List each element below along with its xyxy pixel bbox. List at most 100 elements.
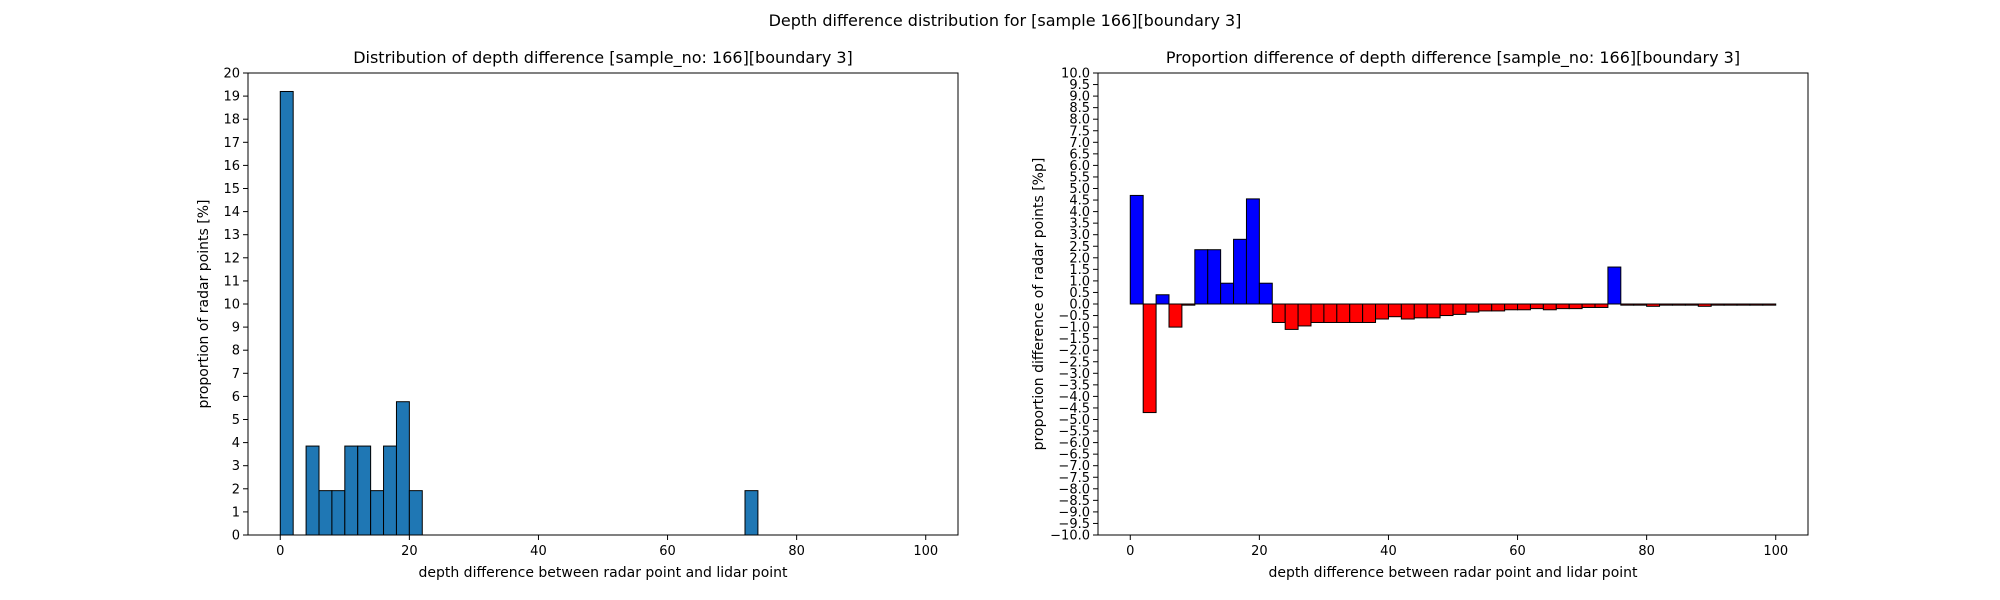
y-tick-label: −9.5 [1058, 517, 1090, 532]
y-tick-label: 1 [232, 505, 240, 520]
bar [357, 445, 372, 536]
y-tick-label: −6.0 [1058, 436, 1090, 451]
bar [395, 401, 410, 536]
y-tick-label: −10.0 [1050, 529, 1090, 544]
y-tick-label: −5.5 [1058, 425, 1090, 440]
bar [1517, 303, 1531, 311]
y-tick-label: −2.0 [1058, 344, 1090, 359]
bar [1762, 303, 1777, 306]
x-axis-label: depth difference between radar point and… [1268, 565, 1638, 581]
y-tick-label: −6.5 [1058, 448, 1090, 463]
bar [1465, 303, 1480, 313]
y-tick-label: −5.0 [1058, 413, 1090, 428]
y-tick-label: 4.0 [1069, 205, 1090, 220]
y-tick-label: 9 [232, 321, 240, 336]
bar [1633, 303, 1648, 306]
bar [1168, 303, 1183, 328]
y-tick-label: 11 [223, 274, 240, 289]
bar [1233, 238, 1247, 305]
y-tick-label: −1.0 [1058, 321, 1090, 336]
y-tick-label: −8.5 [1058, 494, 1090, 509]
y-tick-label: 0.5 [1069, 286, 1090, 301]
bar [1607, 266, 1622, 305]
y-tick-label: 6 [232, 390, 240, 405]
y-tick-label: 2 [232, 482, 240, 497]
y-tick-label: 2.5 [1069, 240, 1090, 255]
bar [1387, 303, 1402, 318]
x-tick-label: 0 [1126, 544, 1134, 559]
y-tick-label: 15 [223, 182, 240, 197]
x-tick-label: 40 [1380, 544, 1397, 559]
bar [1245, 198, 1260, 305]
y-tick-label: −4.0 [1058, 390, 1090, 405]
bar [1581, 303, 1596, 308]
bar [1207, 249, 1222, 305]
bar [1452, 303, 1467, 315]
bar [1194, 249, 1209, 305]
y-tick-label: −7.5 [1058, 471, 1090, 486]
x-tick-label: 0 [276, 544, 284, 559]
bar [1181, 303, 1196, 306]
y-tick-label: 4.5 [1069, 194, 1090, 209]
bar [1671, 303, 1686, 306]
x-tick-label: 60 [659, 544, 676, 559]
distribution-chart: 0 20 40 60 80 1000123456789101112131415161718… [196, 48, 959, 581]
bar [1491, 303, 1506, 312]
bar [1697, 303, 1712, 307]
bar [1749, 303, 1764, 306]
y-tick-label: 10 [223, 298, 240, 313]
y-tick-label: −0.5 [1058, 309, 1090, 324]
bar [744, 490, 759, 536]
y-tick-label: 12 [223, 251, 240, 266]
bar [1375, 303, 1389, 320]
y-tick-label: 16 [223, 159, 240, 174]
x-tick-label: 20 [401, 544, 418, 559]
x-tick-label: 100 [913, 544, 938, 559]
proportion-difference-chart: 0 20 40 60 80 100 −10.0−9.5−9.0−8.5−8.0−7.5−7.… [1031, 48, 1809, 581]
y-tick-label: −3.0 [1058, 367, 1090, 382]
y-tick-label: −4.5 [1058, 401, 1090, 416]
bar [331, 490, 346, 536]
y-tick-label: 5.5 [1069, 170, 1090, 185]
bar [1349, 303, 1364, 323]
y-tick-label: 7.5 [1069, 124, 1090, 139]
bar [1529, 303, 1544, 310]
bar [279, 90, 294, 536]
bar [1620, 303, 1635, 306]
bar [1439, 303, 1454, 317]
bar [1504, 303, 1519, 311]
y-tick-label: 5 [232, 413, 240, 428]
y-tick-label: 7.0 [1069, 136, 1090, 151]
x-tick-label: 80 [788, 544, 805, 559]
bar [1413, 303, 1428, 319]
bar [1400, 303, 1415, 320]
bar [318, 490, 333, 536]
y-tick-label: 20 [223, 67, 240, 82]
y-tick-label: 3.5 [1069, 217, 1090, 232]
figure-suptitle: Depth difference distribution for [sampl… [769, 11, 1242, 30]
y-tick-label: 9.5 [1069, 78, 1090, 93]
y-tick-label: 8 [232, 344, 240, 359]
bar [1555, 303, 1570, 310]
bar [370, 490, 385, 536]
bar [1568, 303, 1583, 310]
x-tick-label: 40 [530, 544, 547, 559]
bar [1155, 294, 1170, 305]
bar [1710, 303, 1725, 306]
bar [1684, 303, 1699, 306]
y-tick-label: 19 [223, 90, 240, 105]
y-tick-label: 18 [223, 113, 240, 128]
bar [1736, 303, 1751, 306]
y-tick-label: −2.5 [1058, 355, 1090, 370]
bar [1594, 303, 1609, 308]
x-tick-label: 80 [1638, 544, 1655, 559]
y-tick-label: 6.0 [1069, 159, 1090, 174]
bar [1323, 303, 1338, 323]
y-tick-label: −9.0 [1058, 505, 1090, 520]
y-tick-label: 8.5 [1069, 101, 1090, 116]
bar [1297, 303, 1312, 327]
y-tick-label: 9.0 [1069, 90, 1090, 105]
y-tick-label: 0.0 [1069, 298, 1090, 313]
y-tick-label: 5.0 [1069, 182, 1090, 197]
bar [1220, 282, 1235, 305]
